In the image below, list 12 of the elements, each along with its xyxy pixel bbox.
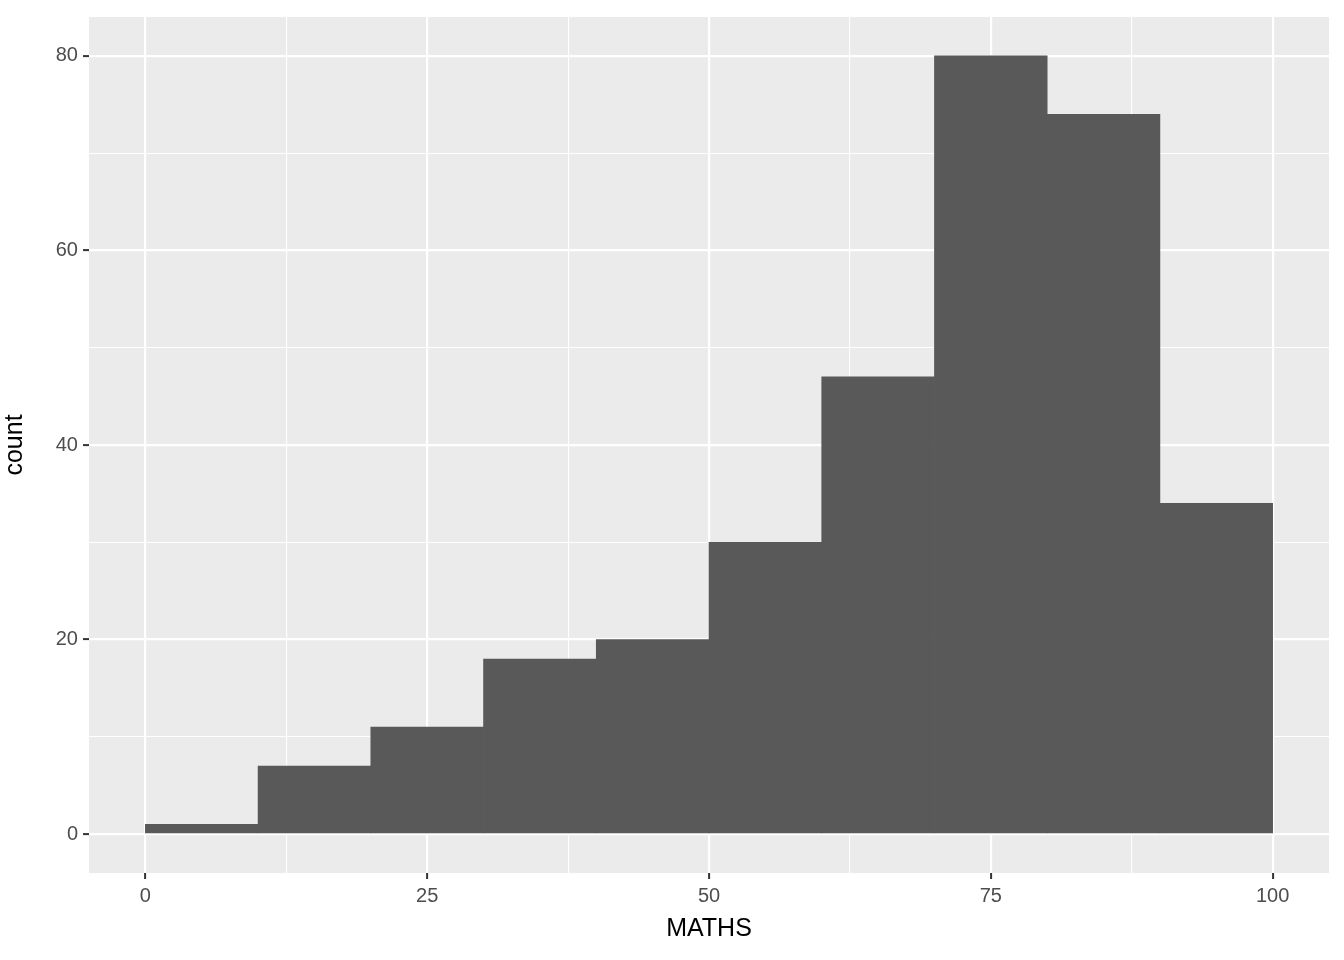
y-axis-title: count [0,414,27,476]
y-tick-label: 0 [66,821,78,844]
x-tick-label: 50 [697,883,721,906]
x-tick-label: 100 [1255,883,1290,906]
y-tick-label: 40 [55,432,78,455]
x-tick-label: 25 [416,883,439,906]
x-tick-label: 75 [979,883,1002,906]
x-axis-title: MATHS [666,912,752,941]
y-tick-label: 60 [55,237,78,260]
y-tick-label: 20 [55,627,78,650]
x-tick-label: 0 [139,883,151,906]
y-tick-label: 80 [55,43,78,66]
